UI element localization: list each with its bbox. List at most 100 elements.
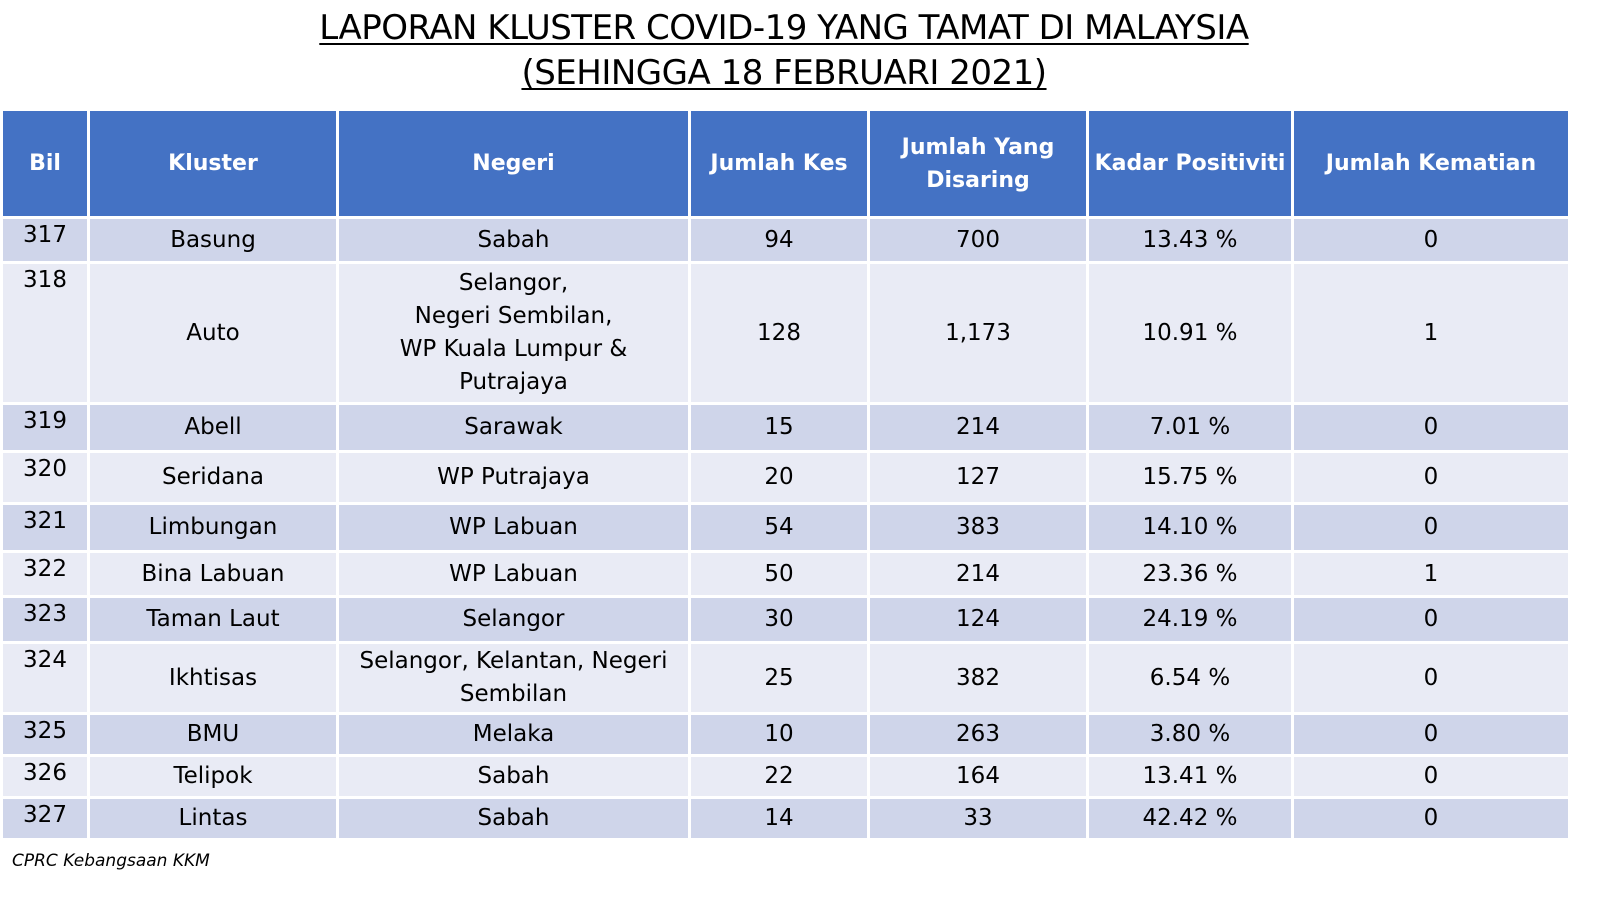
cell-negeri: WP Labuan xyxy=(336,550,691,598)
cell-bil: 326 xyxy=(0,754,90,799)
cell-negeri: WP Putrajaya xyxy=(336,450,691,505)
table-row: 323 Taman Laut Selangor 30 124 24.19 % 0 xyxy=(0,595,1571,644)
table-row: 326 Telipok Sabah 22 164 13.41 % 0 xyxy=(0,754,1571,799)
header-kluster: Kluster xyxy=(87,108,339,219)
cell-kematian: 0 xyxy=(1291,712,1571,757)
cell-negeri: Sabah xyxy=(336,796,691,841)
cell-kes: 15 xyxy=(688,402,870,453)
cell-kes: 54 xyxy=(688,502,870,553)
cell-disaring: 214 xyxy=(867,550,1089,598)
cell-kluster: Telipok xyxy=(87,754,339,799)
cell-positiviti: 24.19 % xyxy=(1086,595,1294,644)
header-negeri: Negeri xyxy=(336,108,691,219)
cell-kluster: Bina Labuan xyxy=(87,550,339,598)
cell-kluster: Ikhtisas xyxy=(87,641,339,715)
source-note: CPRC Kebangsaan KKM xyxy=(12,851,210,871)
table-row: 327 Lintas Sabah 14 33 42.42 % 0 xyxy=(0,796,1571,841)
header-bil: Bil xyxy=(0,108,90,219)
header-jumlah-kes: Jumlah Kes xyxy=(688,108,870,219)
cell-bil: 320 xyxy=(0,450,90,505)
header-jumlah-kematian: Jumlah Kematian xyxy=(1291,108,1571,219)
cell-kluster: Taman Laut xyxy=(87,595,339,644)
cell-kluster: Auto xyxy=(87,261,339,405)
cell-bil: 327 xyxy=(0,796,90,841)
cell-disaring: 1,173 xyxy=(867,261,1089,405)
title-line-1: LAPORAN KLUSTER COVID-19 YANG TAMAT DI M… xyxy=(319,8,1249,48)
cell-kematian: 1 xyxy=(1291,261,1571,405)
cell-positiviti: 15.75 % xyxy=(1086,450,1294,505)
cell-kluster: Basung xyxy=(87,216,339,264)
cluster-table: Bil Kluster Negeri Jumlah Kes Jumlah Yan… xyxy=(0,108,1571,841)
cell-disaring: 263 xyxy=(867,712,1089,757)
cell-kes: 30 xyxy=(688,595,870,644)
cell-negeri: Sarawak xyxy=(336,402,691,453)
cell-kluster: Lintas xyxy=(87,796,339,841)
cell-kes: 25 xyxy=(688,641,870,715)
cell-negeri: Selangor xyxy=(336,595,691,644)
cell-kes: 128 xyxy=(688,261,870,405)
cell-kematian: 0 xyxy=(1291,216,1571,264)
cell-bil: 322 xyxy=(0,550,90,598)
header-jumlah-disaring: Jumlah Yang Disaring xyxy=(867,108,1089,219)
cell-negeri: Sabah xyxy=(336,216,691,264)
cell-disaring: 383 xyxy=(867,502,1089,553)
cell-kematian: 0 xyxy=(1291,754,1571,799)
cell-disaring: 124 xyxy=(867,595,1089,644)
cell-disaring: 700 xyxy=(867,216,1089,264)
cell-bil: 319 xyxy=(0,402,90,453)
cell-kematian: 0 xyxy=(1291,450,1571,505)
cell-disaring: 382 xyxy=(867,641,1089,715)
cell-kes: 14 xyxy=(688,796,870,841)
cell-negeri: Melaka xyxy=(336,712,691,757)
cell-positiviti: 10.91 % xyxy=(1086,261,1294,405)
cell-kematian: 0 xyxy=(1291,641,1571,715)
cell-negeri: Sabah xyxy=(336,754,691,799)
cell-kematian: 0 xyxy=(1291,402,1571,453)
table-header-row: Bil Kluster Negeri Jumlah Kes Jumlah Yan… xyxy=(0,108,1571,219)
table-row: 321 Limbungan WP Labuan 54 383 14.10 % 0 xyxy=(0,502,1571,553)
cell-kluster: Abell xyxy=(87,402,339,453)
table-body: 317 Basung Sabah 94 700 13.43 % 0 318 Auto Selang… xyxy=(0,216,1571,841)
cell-bil: 318 xyxy=(0,261,90,405)
cell-positiviti: 6.54 % xyxy=(1086,641,1294,715)
cell-kematian: 0 xyxy=(1291,502,1571,553)
cell-bil: 321 xyxy=(0,502,90,553)
header-kadar-positiviti: Kadar Positiviti xyxy=(1086,108,1294,219)
cell-disaring: 33 xyxy=(867,796,1089,841)
cell-positiviti: 13.41 % xyxy=(1086,754,1294,799)
cell-kluster: BMU xyxy=(87,712,339,757)
cell-positiviti: 7.01 % xyxy=(1086,402,1294,453)
cell-bil: 317 xyxy=(0,216,90,264)
cell-bil: 323 xyxy=(0,595,90,644)
cell-negeri: Selangor, Negeri Sembilan, WP Kuala Lumpur… xyxy=(336,261,691,405)
cell-kes: 50 xyxy=(688,550,870,598)
cell-positiviti: 3.80 % xyxy=(1086,712,1294,757)
report-title: LAPORAN KLUSTER COVID-19 YANG TAMAT DI M… xyxy=(0,6,1568,96)
cell-kluster: Seridana xyxy=(87,450,339,505)
cell-kematian: 1 xyxy=(1291,550,1571,598)
cell-kematian: 0 xyxy=(1291,595,1571,644)
cell-positiviti: 13.43 % xyxy=(1086,216,1294,264)
cell-positiviti: 23.36 % xyxy=(1086,550,1294,598)
cell-kes: 94 xyxy=(688,216,870,264)
table-row: 325 BMU Melaka 10 263 3.80 % 0 xyxy=(0,712,1571,757)
cell-negeri: Selangor, Kelantan, Negeri Sembilan xyxy=(336,641,691,715)
cell-bil: 324 xyxy=(0,641,90,715)
table-row: 324 Ikhtisas Selangor, Kelantan, Negeri Sem… xyxy=(0,641,1571,715)
cell-kes: 20 xyxy=(688,450,870,505)
table-row: 322 Bina Labuan WP Labuan 50 214 23.36 % 1 xyxy=(0,550,1571,598)
cell-kluster: Limbungan xyxy=(87,502,339,553)
cell-positiviti: 42.42 % xyxy=(1086,796,1294,841)
cell-disaring: 164 xyxy=(867,754,1089,799)
cell-kes: 22 xyxy=(688,754,870,799)
cell-kematian: 0 xyxy=(1291,796,1571,841)
table-row: 318 Auto Selangor, Negeri Sembilan, WP Kuala… xyxy=(0,261,1571,405)
cell-disaring: 127 xyxy=(867,450,1089,505)
cell-kes: 10 xyxy=(688,712,870,757)
cell-bil: 325 xyxy=(0,712,90,757)
cell-disaring: 214 xyxy=(867,402,1089,453)
table-row: 320 Seridana WP Putrajaya 20 127 15.75 % 0 xyxy=(0,450,1571,505)
table-row: 319 Abell Sarawak 15 214 7.01 % 0 xyxy=(0,402,1571,453)
table-row: 317 Basung Sabah 94 700 13.43 % 0 xyxy=(0,216,1571,264)
cell-positiviti: 14.10 % xyxy=(1086,502,1294,553)
